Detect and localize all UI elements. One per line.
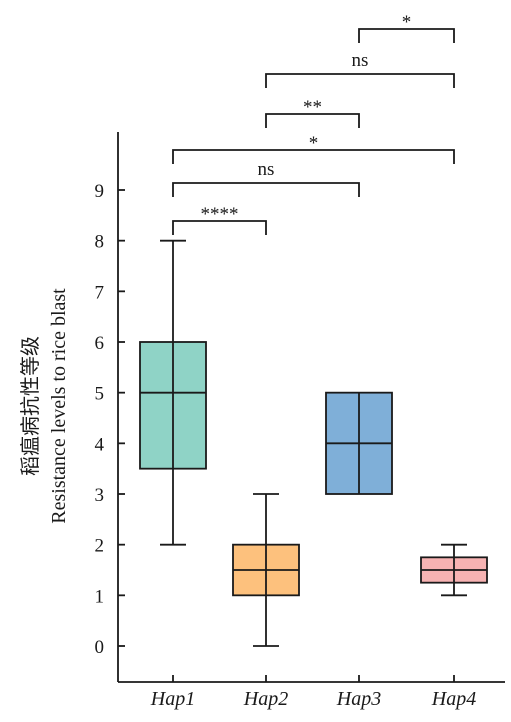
significance-bracket: ns (265, 50, 455, 88)
significance-bracket: ns (172, 159, 360, 197)
y-axis-title-en: Resistance levels to rice blast (48, 288, 70, 524)
y-tick-label: 2 (95, 536, 105, 557)
y-tick-label: 9 (95, 181, 105, 202)
bracket-line (172, 149, 455, 164)
significance-label: **** (201, 204, 239, 225)
significance-label: * (309, 133, 319, 154)
axes: 0 1 2 3 4 5 6 7 8 9 Hap1 Hap2 Hap3 Hap4 (95, 132, 505, 710)
y-tick-label: 0 (95, 637, 105, 658)
y-tick-label: 4 (95, 434, 105, 455)
box-hap3 (325, 391, 393, 495)
bracket-line (265, 113, 360, 128)
y-tick-label: 8 (95, 232, 105, 253)
significance-label: ns (258, 159, 275, 180)
y-axis-title-cn: 稻瘟病抗性等级 (19, 336, 42, 476)
significance-label: * (402, 12, 412, 33)
significance-bracket: ** (265, 97, 360, 128)
y-tick-label: 3 (95, 485, 105, 506)
x-tick-label: Hap3 (336, 688, 381, 710)
bracket-line (172, 182, 360, 197)
y-tick-label: 1 (95, 586, 105, 607)
x-tick-label: Hap1 (150, 688, 195, 710)
significance-label: ns (352, 50, 369, 71)
y-tick-label: 7 (95, 282, 105, 303)
bracket-line (358, 28, 455, 43)
box-series (139, 239, 488, 647)
bracket-line (172, 220, 267, 235)
significance-label: ** (303, 97, 322, 118)
y-axis-title: 稻瘟病抗性等级 Resistance levels to rice blast (19, 288, 70, 524)
significance-bracket: * (172, 133, 455, 164)
bracket-line (265, 73, 455, 88)
significance-brackets: ****ns***ns* (172, 12, 455, 235)
significance-bracket: * (358, 12, 455, 43)
x-tick-label: Hap4 (431, 688, 476, 710)
box-hap2 (232, 493, 300, 647)
box-hap1 (139, 239, 207, 546)
x-tick-label: Hap2 (243, 688, 288, 710)
significance-bracket: **** (172, 204, 267, 235)
box-hap4 (420, 543, 488, 597)
y-tick-label: 6 (95, 333, 105, 354)
y-tick-label: 5 (95, 384, 105, 405)
